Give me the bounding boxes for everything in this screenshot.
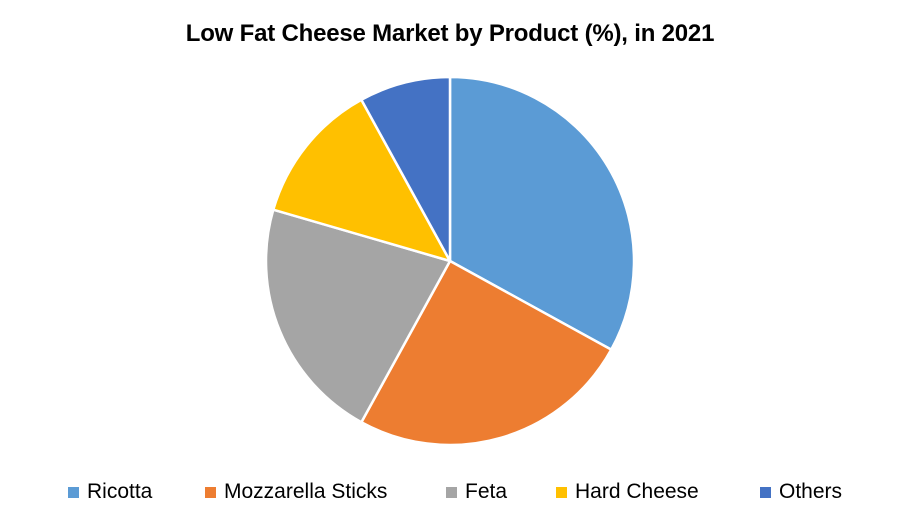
pie-slice-mozzarella-sticks[interactable] <box>360 259 613 447</box>
pie-slice-ricotta[interactable] <box>448 75 636 351</box>
chart-legend: Ricotta Mozzarella Sticks Feta Hard Chee… <box>0 478 900 506</box>
pie-slices <box>264 75 636 447</box>
chart-title: Low Fat Cheese Market by Product (%), in… <box>185 20 715 47</box>
legend-label-others: Others <box>779 480 843 503</box>
legend-item-mozzarella-sticks[interactable]: Mozzarella Sticks <box>205 478 387 506</box>
legend-swatch-ricotta <box>68 486 79 498</box>
pie-slice-feta[interactable] <box>264 208 452 424</box>
legend-label-hard-cheese: Hard Cheese <box>575 480 699 503</box>
legend-swatch-hard-cheese <box>556 486 567 498</box>
legend-item-hard-cheese[interactable]: Hard Cheese <box>556 478 699 506</box>
legend-label-ricotta: Ricotta <box>87 480 153 503</box>
pie-slice-hard-cheese[interactable] <box>272 98 452 263</box>
legend-item-ricotta[interactable]: Ricotta <box>68 478 152 506</box>
legend-item-feta[interactable]: Feta <box>446 478 507 506</box>
legend-item-others[interactable]: Others <box>760 478 842 506</box>
legend-swatch-others <box>760 486 771 498</box>
legend-label-feta: Feta <box>465 480 508 503</box>
legend-swatch-mozzarella-sticks <box>205 486 216 498</box>
pie-slice-others[interactable] <box>360 75 452 263</box>
legend-swatch-feta <box>446 486 457 498</box>
legend-label-mozzarella-sticks: Mozzarella Sticks <box>224 480 388 503</box>
